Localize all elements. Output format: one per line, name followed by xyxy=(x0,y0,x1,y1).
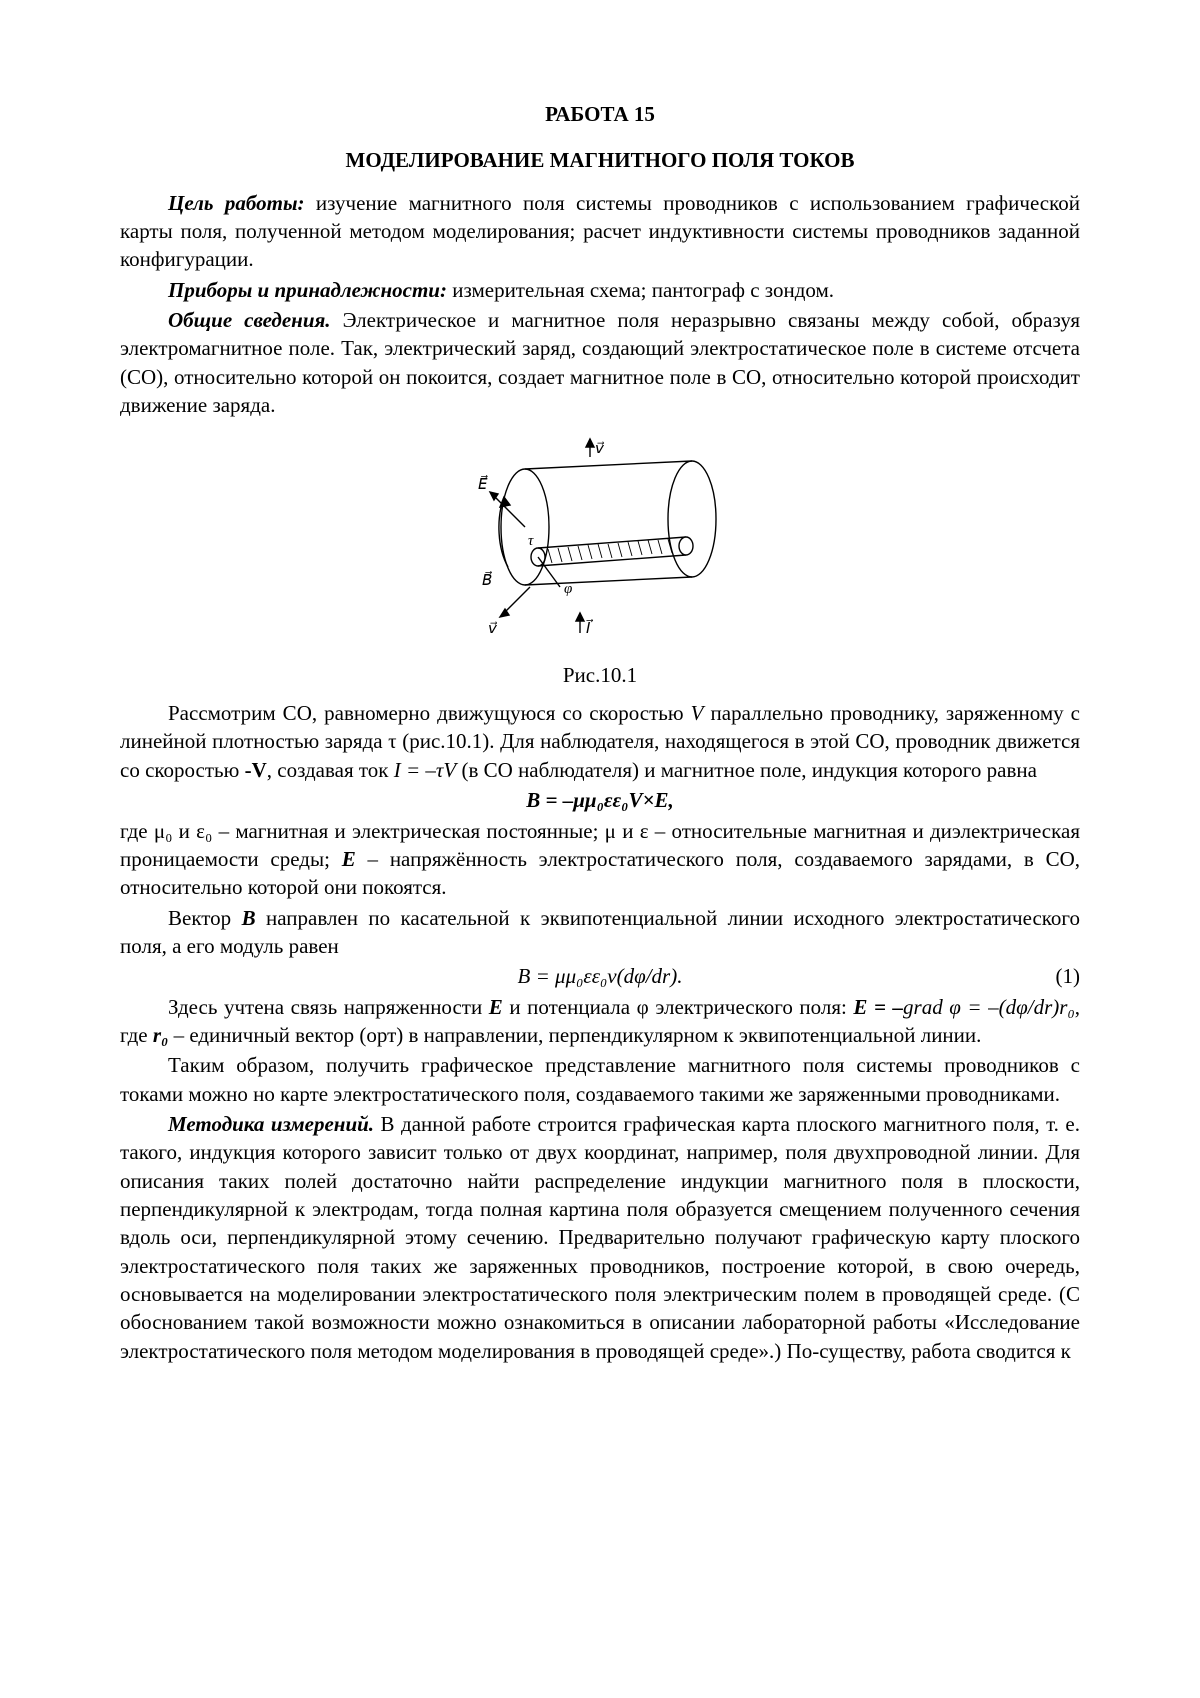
inline-V: V xyxy=(691,701,704,725)
eq1-number: (1) xyxy=(1056,962,1081,990)
goal-paragraph: Цель работы: изучение магнитного поля си… xyxy=(120,189,1080,274)
fig-label-E: E⃗ xyxy=(478,475,488,494)
inline-B: B xyxy=(242,906,256,930)
figure-svg: v⃗ E⃗ B⃗ τ φ v⃗ I⃗ xyxy=(430,437,770,647)
fig-label-I: I⃗ xyxy=(585,619,593,638)
inline-E: E xyxy=(342,847,356,871)
after-figure-paragraph: Рассмотрим СО, равномерно движущуюся со … xyxy=(120,699,1080,784)
inline-r0: r₀ xyxy=(153,1023,169,1047)
method-paragraph: Методика измерений. В данной работе стро… xyxy=(120,1110,1080,1365)
inline-E-2: E xyxy=(489,995,503,1019)
equipment-text: измерительная схема; пантограф с зондом. xyxy=(447,278,834,302)
method-text: В данной работе строится графическая кар… xyxy=(120,1112,1080,1363)
fig-label-v-bottom: v⃗ xyxy=(488,621,498,637)
figure-caption: Рис.10.1 xyxy=(120,661,1080,689)
fig-label-tau: τ xyxy=(528,533,534,549)
eq-E-grad-a: E = – xyxy=(853,995,903,1019)
general-paragraph: Общие сведения. Электрическое и магнитно… xyxy=(120,306,1080,419)
inline-I-eq: I = –τV xyxy=(394,758,457,782)
general-label: Общие сведения. xyxy=(168,308,331,332)
equipment-label: Приборы и принадлежности: xyxy=(168,278,447,302)
eq1-text: B = μμ₀εε₀v(dφ/dr). xyxy=(518,964,683,988)
goal-label: Цель работы: xyxy=(168,191,305,215)
work-title: РАБОТА 15 xyxy=(120,100,1080,128)
p-af-1d: (в СО наблюдателя) и магнитное поле, инд… xyxy=(456,758,1037,782)
eq-E-grad-b: grad φ = –(dφ/dr)r₀ xyxy=(903,995,1075,1019)
eq-B-vec-text: B = –μμ₀εε₀V×E, xyxy=(526,788,673,812)
inline-minusV: -V xyxy=(245,758,267,782)
method-label: Методика измерений. xyxy=(168,1112,374,1136)
page: РАБОТА 15 МОДЕЛИРОВАНИЕ МАГНИТНОГО ПОЛЯ … xyxy=(0,0,1200,1698)
thus-paragraph: Таким образом, получить графическое пред… xyxy=(120,1051,1080,1108)
vector-B-paragraph: Вектор B направлен по касательной к экви… xyxy=(120,904,1080,961)
figure-10-1: v⃗ E⃗ B⃗ τ φ v⃗ I⃗ xyxy=(120,437,1080,654)
fig-label-phi: φ xyxy=(564,581,572,597)
main-title: МОДЕЛИРОВАНИЕ МАГНИТНОГО ПОЛЯ ТОКОВ xyxy=(120,146,1080,174)
equation-1: B = μμ₀εε₀v(dφ/dr). (1) xyxy=(120,962,1080,990)
eq1-note-paragraph: Здесь учтена связь напряженности E и пот… xyxy=(120,993,1080,1050)
vb-b: направлен по касательной к эквипотенциал… xyxy=(120,906,1080,958)
equipment-paragraph: Приборы и принадлежности: измерительная … xyxy=(120,276,1080,304)
fig-label-v-top: v⃗ xyxy=(595,441,605,457)
where-paragraph: где μ₀ и ε₀ – магнитная и электрическая … xyxy=(120,817,1080,902)
vb-a: Вектор xyxy=(168,906,242,930)
equation-B-vector: B = –μμ₀εε₀V×E, xyxy=(120,786,1080,814)
fig-label-B: B⃗ xyxy=(482,571,492,590)
eq1n-a: Здесь учтена связь напряженности xyxy=(168,995,489,1019)
eq1n-b: и потенциала φ электрического поля: xyxy=(503,995,854,1019)
p-af-1: Рассмотрим СО, равномерно движущуюся со … xyxy=(168,701,691,725)
eq1n-d: – единичный вектор (орт) в направлении, … xyxy=(168,1023,981,1047)
p-af-1c: , создавая ток xyxy=(267,758,394,782)
